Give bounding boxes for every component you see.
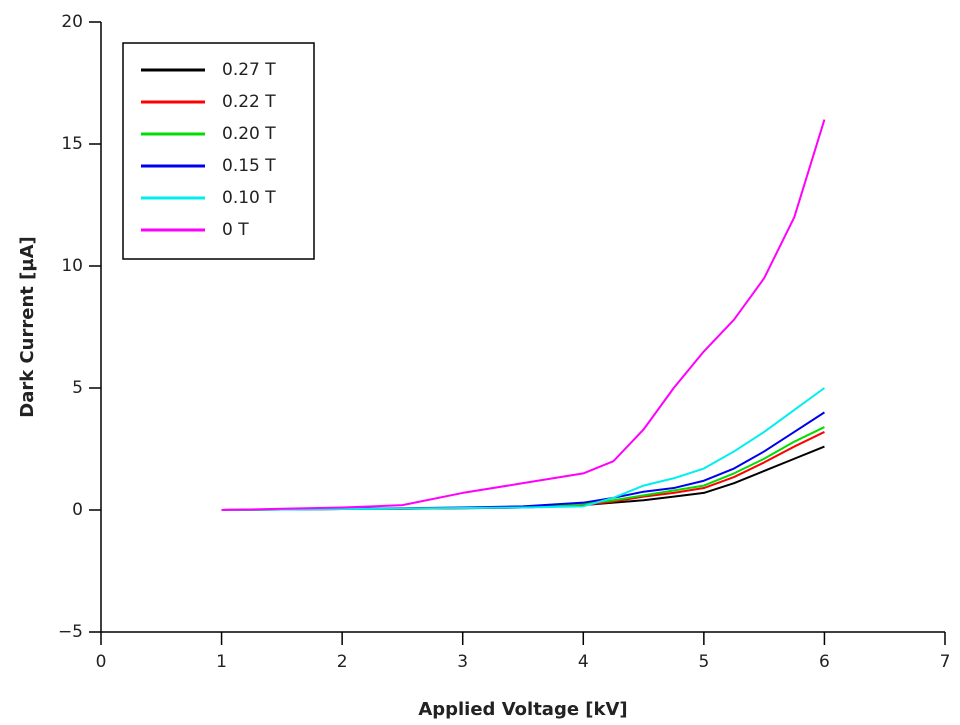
series-line	[221, 431, 825, 511]
x-tick-label: 3	[457, 652, 468, 672]
y-tick-label: 5	[72, 378, 83, 398]
x-tick-label: 6	[819, 652, 830, 672]
legend-label: 0.22 T	[222, 92, 276, 112]
legend-label: 0.27 T	[222, 60, 276, 80]
series-line	[221, 411, 825, 511]
y-tick-label: 10	[61, 256, 83, 276]
legend	[122, 42, 315, 260]
y-tick-label: 0	[72, 500, 83, 520]
x-tick-label: 1	[216, 652, 227, 672]
x-tick-label: 0	[96, 652, 107, 672]
y-axis-label: Dark Current [µA]	[17, 236, 38, 418]
legend-label: 0.20 T	[222, 124, 276, 144]
legend-label: 0.10 T	[222, 188, 276, 208]
x-tick-label: 7	[940, 652, 951, 672]
series-line	[221, 119, 826, 511]
series-line	[221, 445, 825, 511]
legend-label: 0 T	[222, 220, 249, 240]
x-axis-label: Applied Voltage [kV]	[418, 699, 627, 720]
legend-label: 0.15 T	[222, 156, 276, 176]
series-line	[221, 387, 826, 511]
x-tick-label: 2	[337, 652, 348, 672]
y-tick-label: 20	[61, 12, 83, 32]
y-tick-label: −5	[58, 622, 83, 642]
y-tick-label: 15	[61, 134, 83, 154]
x-tick-label: 4	[578, 652, 589, 672]
x-tick-label: 5	[698, 652, 709, 672]
